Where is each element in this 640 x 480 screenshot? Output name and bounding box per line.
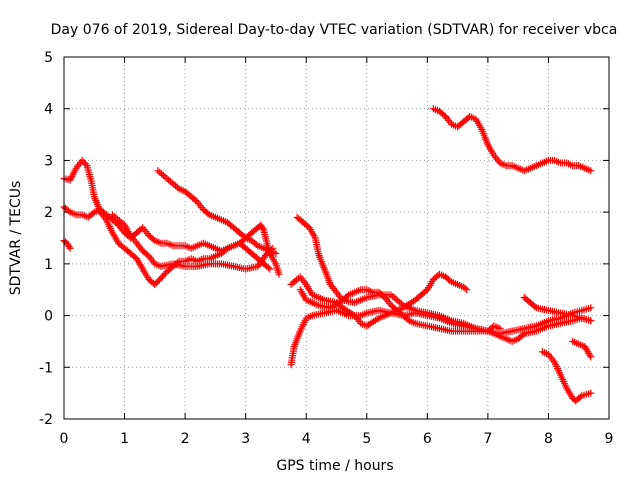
data-point — [110, 212, 118, 220]
axis-ticks: 0 1 2 3 4 5 6 7 8 9 -2 -1 0 1 2 3 4 5 — [39, 50, 613, 447]
data-point — [531, 303, 539, 310]
y-axis-label: SDTVAR / TECUs — [8, 181, 24, 296]
data-point — [192, 197, 200, 204]
data-point — [156, 168, 164, 176]
data-point — [160, 271, 168, 279]
y-tick-label: -2 — [39, 412, 53, 428]
y-tick-label: 2 — [44, 205, 53, 221]
x-tick-label: 8 — [544, 431, 553, 447]
x-tick-label: 1 — [120, 431, 129, 447]
x-tick-label: 2 — [181, 431, 190, 447]
y-tick-label: 3 — [44, 153, 53, 169]
data-point — [587, 353, 595, 361]
data-point — [165, 176, 173, 184]
plot-area — [60, 105, 595, 405]
x-tick-label: 9 — [605, 431, 614, 447]
data-point — [446, 277, 454, 285]
data-series-trace-11 — [520, 294, 595, 325]
data-point — [461, 284, 469, 292]
grid — [64, 57, 609, 419]
data-point — [152, 279, 160, 287]
data-point — [397, 300, 405, 308]
data-point — [172, 182, 180, 190]
data-point — [158, 273, 166, 281]
x-tick-label: 3 — [241, 431, 250, 447]
y-tick-label: 0 — [44, 309, 53, 325]
data-point — [587, 389, 595, 397]
data-point — [289, 279, 297, 287]
data-point — [161, 269, 169, 277]
data-point — [269, 244, 277, 252]
data-point — [267, 246, 275, 254]
data-point — [272, 250, 280, 257]
x-tick-label: 7 — [483, 431, 492, 447]
plot-frame — [63, 56, 610, 420]
data-series-trace-10 — [429, 105, 595, 175]
x-axis-label: GPS time / hours — [276, 458, 393, 474]
data-point — [266, 265, 274, 273]
data-point — [143, 251, 151, 259]
data-point — [587, 317, 595, 325]
data-point — [65, 243, 73, 251]
data-point — [391, 294, 398, 302]
data-point — [137, 225, 145, 233]
data-point — [440, 111, 448, 119]
data-point — [496, 325, 504, 332]
x-tick-label: 5 — [362, 431, 371, 447]
data-point — [373, 315, 381, 323]
data-point — [463, 286, 471, 294]
data-series-trace-3 — [60, 237, 74, 252]
data-point — [158, 170, 165, 178]
data-series-trace-13 — [569, 337, 595, 361]
data-point — [157, 274, 165, 282]
x-tick-label: 4 — [302, 431, 311, 447]
data-point — [275, 270, 283, 278]
data-point — [204, 209, 212, 217]
data-point — [155, 276, 163, 284]
data-point — [117, 218, 125, 226]
y-tick-label: 4 — [44, 102, 53, 118]
data-series-trace-9 — [296, 286, 504, 335]
y-tick-label: -1 — [39, 360, 53, 376]
data-point — [81, 160, 89, 168]
x-tick-label: 6 — [423, 431, 432, 447]
data-point — [259, 225, 267, 232]
data-point — [154, 277, 162, 285]
chart-title: Day 076 of 2019, Sidereal Day-to-day VTE… — [51, 22, 618, 38]
data-series-trace-5 — [108, 211, 277, 273]
data-point — [149, 235, 157, 243]
data-point — [587, 167, 595, 175]
data-point — [392, 295, 400, 303]
data-point — [576, 393, 584, 401]
data-point — [151, 281, 159, 288]
data-series-trace-2 — [60, 203, 274, 273]
data-point — [66, 244, 74, 252]
y-tick-label: 1 — [44, 257, 53, 273]
data-point — [154, 167, 162, 175]
data-point — [287, 281, 295, 288]
data-series-trace-12 — [538, 348, 595, 405]
data-point — [264, 264, 272, 272]
data-point — [170, 180, 178, 188]
data-series-trace-4 — [154, 167, 280, 257]
data-point — [587, 304, 595, 312]
data-point — [586, 351, 594, 359]
data-point — [115, 217, 123, 225]
x-tick-label: 0 — [60, 431, 69, 447]
data-series-trace-8 — [293, 213, 595, 345]
data-point — [80, 158, 88, 166]
data-point — [65, 207, 72, 215]
data-point — [159, 171, 167, 179]
data-point — [291, 277, 299, 285]
y-tick-label: 5 — [44, 50, 53, 66]
